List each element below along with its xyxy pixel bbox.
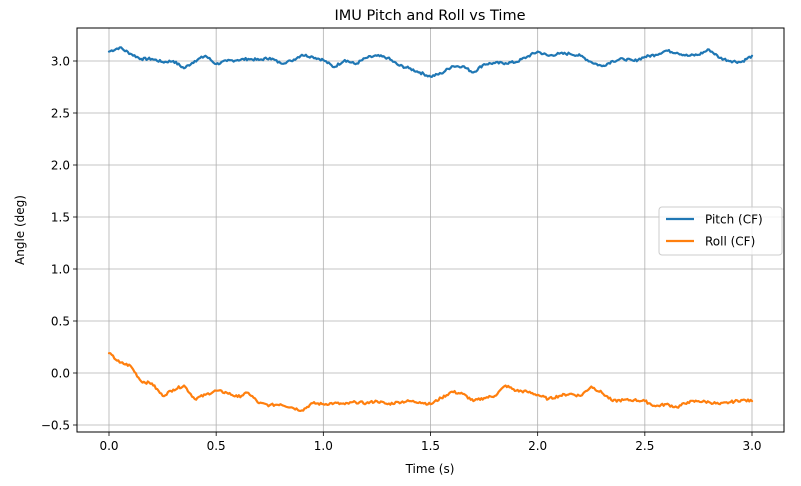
y-tick-label: 2.0 <box>51 158 70 172</box>
x-tick-label: 0.0 <box>99 439 118 453</box>
legend: Pitch (CF) Roll (CF) <box>658 206 783 256</box>
y-tick-label: 0.0 <box>51 366 70 380</box>
y-tick-label: 1.0 <box>51 262 70 276</box>
pitch-line <box>107 46 754 79</box>
grid-lines <box>77 28 784 432</box>
roll-line <box>107 352 754 412</box>
x-tick-label: 2.0 <box>528 439 547 453</box>
data-series <box>107 46 754 412</box>
legend-roll-label: Roll (CF) <box>705 235 755 249</box>
y-tick-label: 1.5 <box>51 210 70 224</box>
x-tick-label: 0.5 <box>207 439 226 453</box>
chart-title: IMU Pitch and Roll vs Time <box>335 8 526 24</box>
legend-pitch-label: Pitch (CF) <box>705 213 763 227</box>
x-tick-label: 1.0 <box>314 439 333 453</box>
x-tick-label: 1.5 <box>421 439 440 453</box>
y-axis-label: Angle (deg) <box>13 195 27 265</box>
y-tick-label: 2.5 <box>51 106 70 120</box>
y-tick-label: 3.0 <box>51 54 70 68</box>
x-axis-ticks: 0.0 0.5 1.0 1.5 2.0 2.5 3.0 <box>99 432 762 453</box>
x-axis-label: Time (s) <box>405 462 455 476</box>
y-tick-label: −0.5 <box>41 418 70 432</box>
x-tick-label: 2.5 <box>635 439 654 453</box>
y-tick-label: 0.5 <box>51 314 70 328</box>
x-tick-label: 3.0 <box>742 439 761 453</box>
y-axis-ticks: −0.5 0.0 0.5 1.0 1.5 2.0 2.5 3.0 <box>41 54 77 432</box>
